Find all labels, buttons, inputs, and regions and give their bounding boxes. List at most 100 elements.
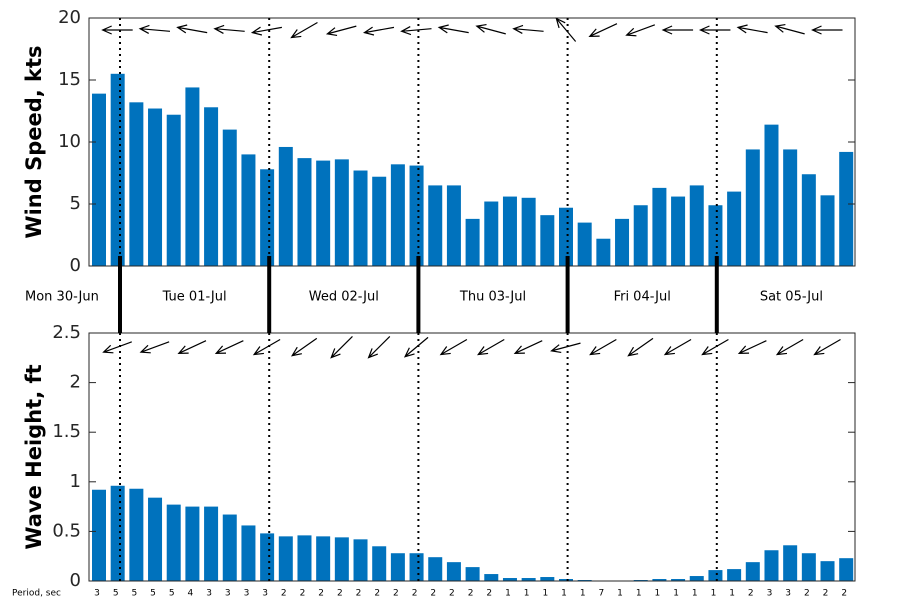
bar	[260, 533, 275, 581]
period-value: 2	[281, 589, 287, 599]
bar	[297, 158, 312, 266]
direction-arrow	[775, 338, 804, 356]
direction-arrow	[290, 21, 318, 39]
bar	[428, 557, 443, 581]
direction-arrow	[513, 340, 543, 354]
direction-arrow	[661, 25, 694, 35]
bar	[521, 197, 536, 266]
period-value: 1	[580, 589, 586, 599]
bar	[185, 87, 200, 266]
period-value: 2	[449, 589, 455, 599]
direction-arrow	[550, 342, 581, 354]
period-value: 3	[206, 589, 212, 599]
day-label: Fri 04-Jul	[614, 290, 671, 305]
plot-frame	[88, 332, 856, 582]
direction-arrow	[813, 338, 841, 356]
direction-arrow	[252, 338, 281, 356]
direction-arrow	[437, 24, 469, 34]
bar	[372, 546, 387, 581]
direction-arrow	[403, 336, 429, 358]
y-tick-label: 1.5	[52, 421, 81, 442]
day-label: Thu 03-Jul	[459, 290, 526, 305]
bar	[727, 191, 742, 266]
bar	[783, 545, 798, 581]
bar	[129, 488, 144, 581]
direction-arrow	[213, 24, 245, 34]
bar	[297, 535, 312, 581]
bar	[671, 196, 686, 266]
bar	[428, 185, 443, 266]
bar	[801, 553, 816, 581]
bar	[148, 497, 163, 581]
y-tick-label: 1	[70, 471, 81, 492]
direction-arrow	[400, 26, 432, 36]
period-value: 3	[244, 589, 250, 599]
period-value: 7	[598, 589, 604, 599]
period-value: 2	[393, 589, 399, 599]
period-value: 1	[655, 589, 661, 599]
direction-arrow	[627, 337, 654, 357]
direction-arrow	[736, 24, 768, 34]
bar	[409, 165, 424, 266]
y-tick-label: 0.5	[52, 520, 81, 541]
bar	[745, 149, 760, 266]
bar	[353, 539, 368, 581]
bar	[540, 215, 555, 266]
bar	[839, 151, 854, 266]
direction-arrow	[737, 340, 767, 354]
direction-arrow	[176, 24, 208, 34]
bar	[110, 73, 125, 266]
bar	[521, 578, 536, 581]
bar	[596, 238, 611, 266]
bar	[316, 160, 331, 266]
period-label: Period, sec	[12, 589, 61, 599]
direction-arrow	[138, 24, 171, 34]
period-value: 2	[823, 589, 829, 599]
y-tick-label: 2.5	[52, 322, 81, 343]
period-value: 1	[673, 589, 679, 599]
direction-arrow	[555, 17, 577, 42]
bar	[465, 218, 480, 266]
period-value: 1	[729, 589, 735, 599]
period-value: 2	[412, 589, 418, 599]
bar	[278, 146, 293, 266]
day-label: Mon 30-Jun	[25, 290, 99, 305]
direction-arrow	[512, 24, 544, 34]
bar	[390, 553, 405, 581]
plot-frame	[88, 17, 856, 267]
bar	[166, 114, 181, 266]
period-value: 2	[841, 589, 847, 599]
bar	[316, 536, 331, 581]
bar	[559, 579, 573, 581]
period-value: 1	[711, 589, 717, 599]
direction-arrow	[177, 340, 207, 354]
bar	[409, 553, 424, 581]
bar	[708, 570, 723, 581]
period-value: 4	[188, 589, 194, 599]
period-value: 1	[524, 589, 530, 599]
bar	[222, 129, 237, 266]
period-value: 2	[430, 589, 436, 599]
bar	[92, 93, 106, 266]
bar	[502, 578, 517, 581]
bar	[577, 222, 592, 266]
direction-arrow	[102, 341, 132, 354]
bar	[204, 506, 219, 581]
bar	[689, 576, 704, 581]
direction-arrow	[214, 340, 244, 354]
period-value: 1	[692, 589, 698, 599]
bar	[633, 205, 648, 266]
direction-arrow	[101, 25, 133, 35]
bar	[185, 506, 200, 581]
bar	[278, 536, 293, 581]
bar	[148, 108, 163, 267]
period-value: 2	[486, 589, 492, 599]
bar	[92, 489, 106, 581]
period-value: 5	[169, 589, 175, 599]
period-value: 3	[94, 589, 100, 599]
bar	[839, 558, 854, 581]
direction-arrow	[774, 23, 805, 35]
bar	[708, 205, 723, 266]
period-value: 3	[225, 589, 231, 599]
y-tick-label: 0	[70, 255, 81, 276]
